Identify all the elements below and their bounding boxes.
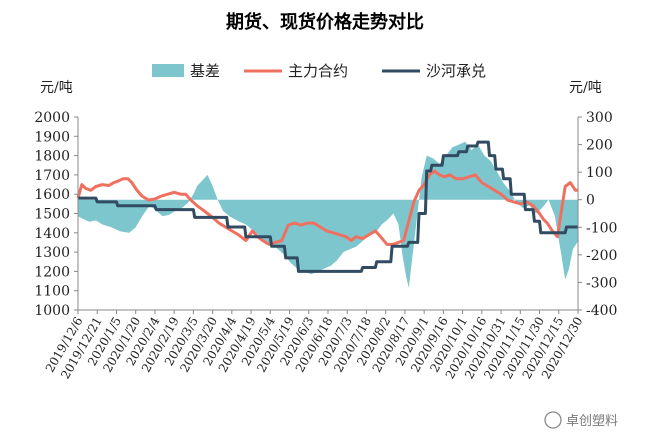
left-tick-label: 1000 [34,303,70,319]
right-tick-label: 100 [586,165,613,181]
left-tick-label: 1500 [34,207,70,223]
left-tick-label: 1900 [34,129,70,145]
legend-label-basis: 基差 [190,62,220,80]
legend-swatch-basis [152,64,184,77]
watermark-logo-icon [544,411,562,429]
left-tick-label: 1100 [34,284,70,300]
right-tick-label: 200 [586,138,613,154]
series-main-contract-line [76,169,578,246]
left-tick-label: 1300 [34,245,70,261]
right-tick-label: -200 [586,248,617,264]
left-tick-label: 1700 [34,168,70,184]
series-shahe-line [78,140,578,273]
watermark-text: 卓创塑料 [566,414,618,429]
right-axis-unit: 元/吨 [569,80,602,96]
left-tick-label: 1200 [34,264,70,280]
right-tick-label: -100 [586,220,617,236]
left-tick-label: 1400 [34,226,70,242]
series-basis-area [78,141,578,288]
right-tick-label: -300 [586,275,617,291]
left-tick-label: 1800 [34,149,70,165]
right-tick-label: 0 [586,193,595,209]
left-axis-unit: 元/吨 [40,80,73,96]
legend-label-shahe: 沙河承兑 [426,62,486,80]
watermark: 卓创塑料 [544,411,618,429]
legend: 基差 主力合约 沙河承兑 [152,62,486,80]
plot-area [76,140,578,288]
left-tick-label: 2000 [34,110,70,126]
right-tick-label: -400 [586,303,617,319]
left-tick-label: 1600 [34,187,70,203]
chart-title: 期货、现货价格走势对比 [226,11,424,33]
right-tick-label: 300 [586,110,613,126]
legend-label-main-contract: 主力合约 [288,62,348,80]
